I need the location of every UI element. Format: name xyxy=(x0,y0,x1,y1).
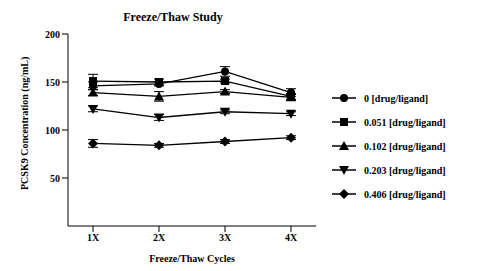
svg-text:200: 200 xyxy=(45,29,60,40)
html-text:Freeze/Thaw Study: Freeze/Thaw Study xyxy=(123,10,223,24)
html-text:0.406 [drug/ligand]: 0.406 [drug/ligand] xyxy=(364,188,446,200)
svg-text:2X: 2X xyxy=(153,232,166,243)
svg-text:Freeze/Thaw Cycles: Freeze/Thaw Cycles xyxy=(149,253,235,264)
html-text:0 [drug/ligand]: 0 [drug/ligand] xyxy=(364,92,429,104)
svg-text:100: 100 xyxy=(45,125,60,136)
svg-text:50: 50 xyxy=(50,173,60,184)
svg-text:1X: 1X xyxy=(87,232,100,243)
html-text:0.102 [drug/ligand]: 0.102 [drug/ligand] xyxy=(364,140,446,152)
svg-text:4X: 4X xyxy=(285,232,298,243)
html-text:0.051 [drug/ligand]: 0.051 [drug/ligand] xyxy=(364,116,446,128)
html-text:0.203 [drug/ligand]: 0.203 [drug/ligand] xyxy=(364,164,446,176)
svg-text:3X: 3X xyxy=(219,232,232,243)
svg-text:PCSK9 Concentration (ng/mL): PCSK9 Concentration (ng/mL) xyxy=(19,57,31,190)
svg-text:150: 150 xyxy=(45,77,60,88)
